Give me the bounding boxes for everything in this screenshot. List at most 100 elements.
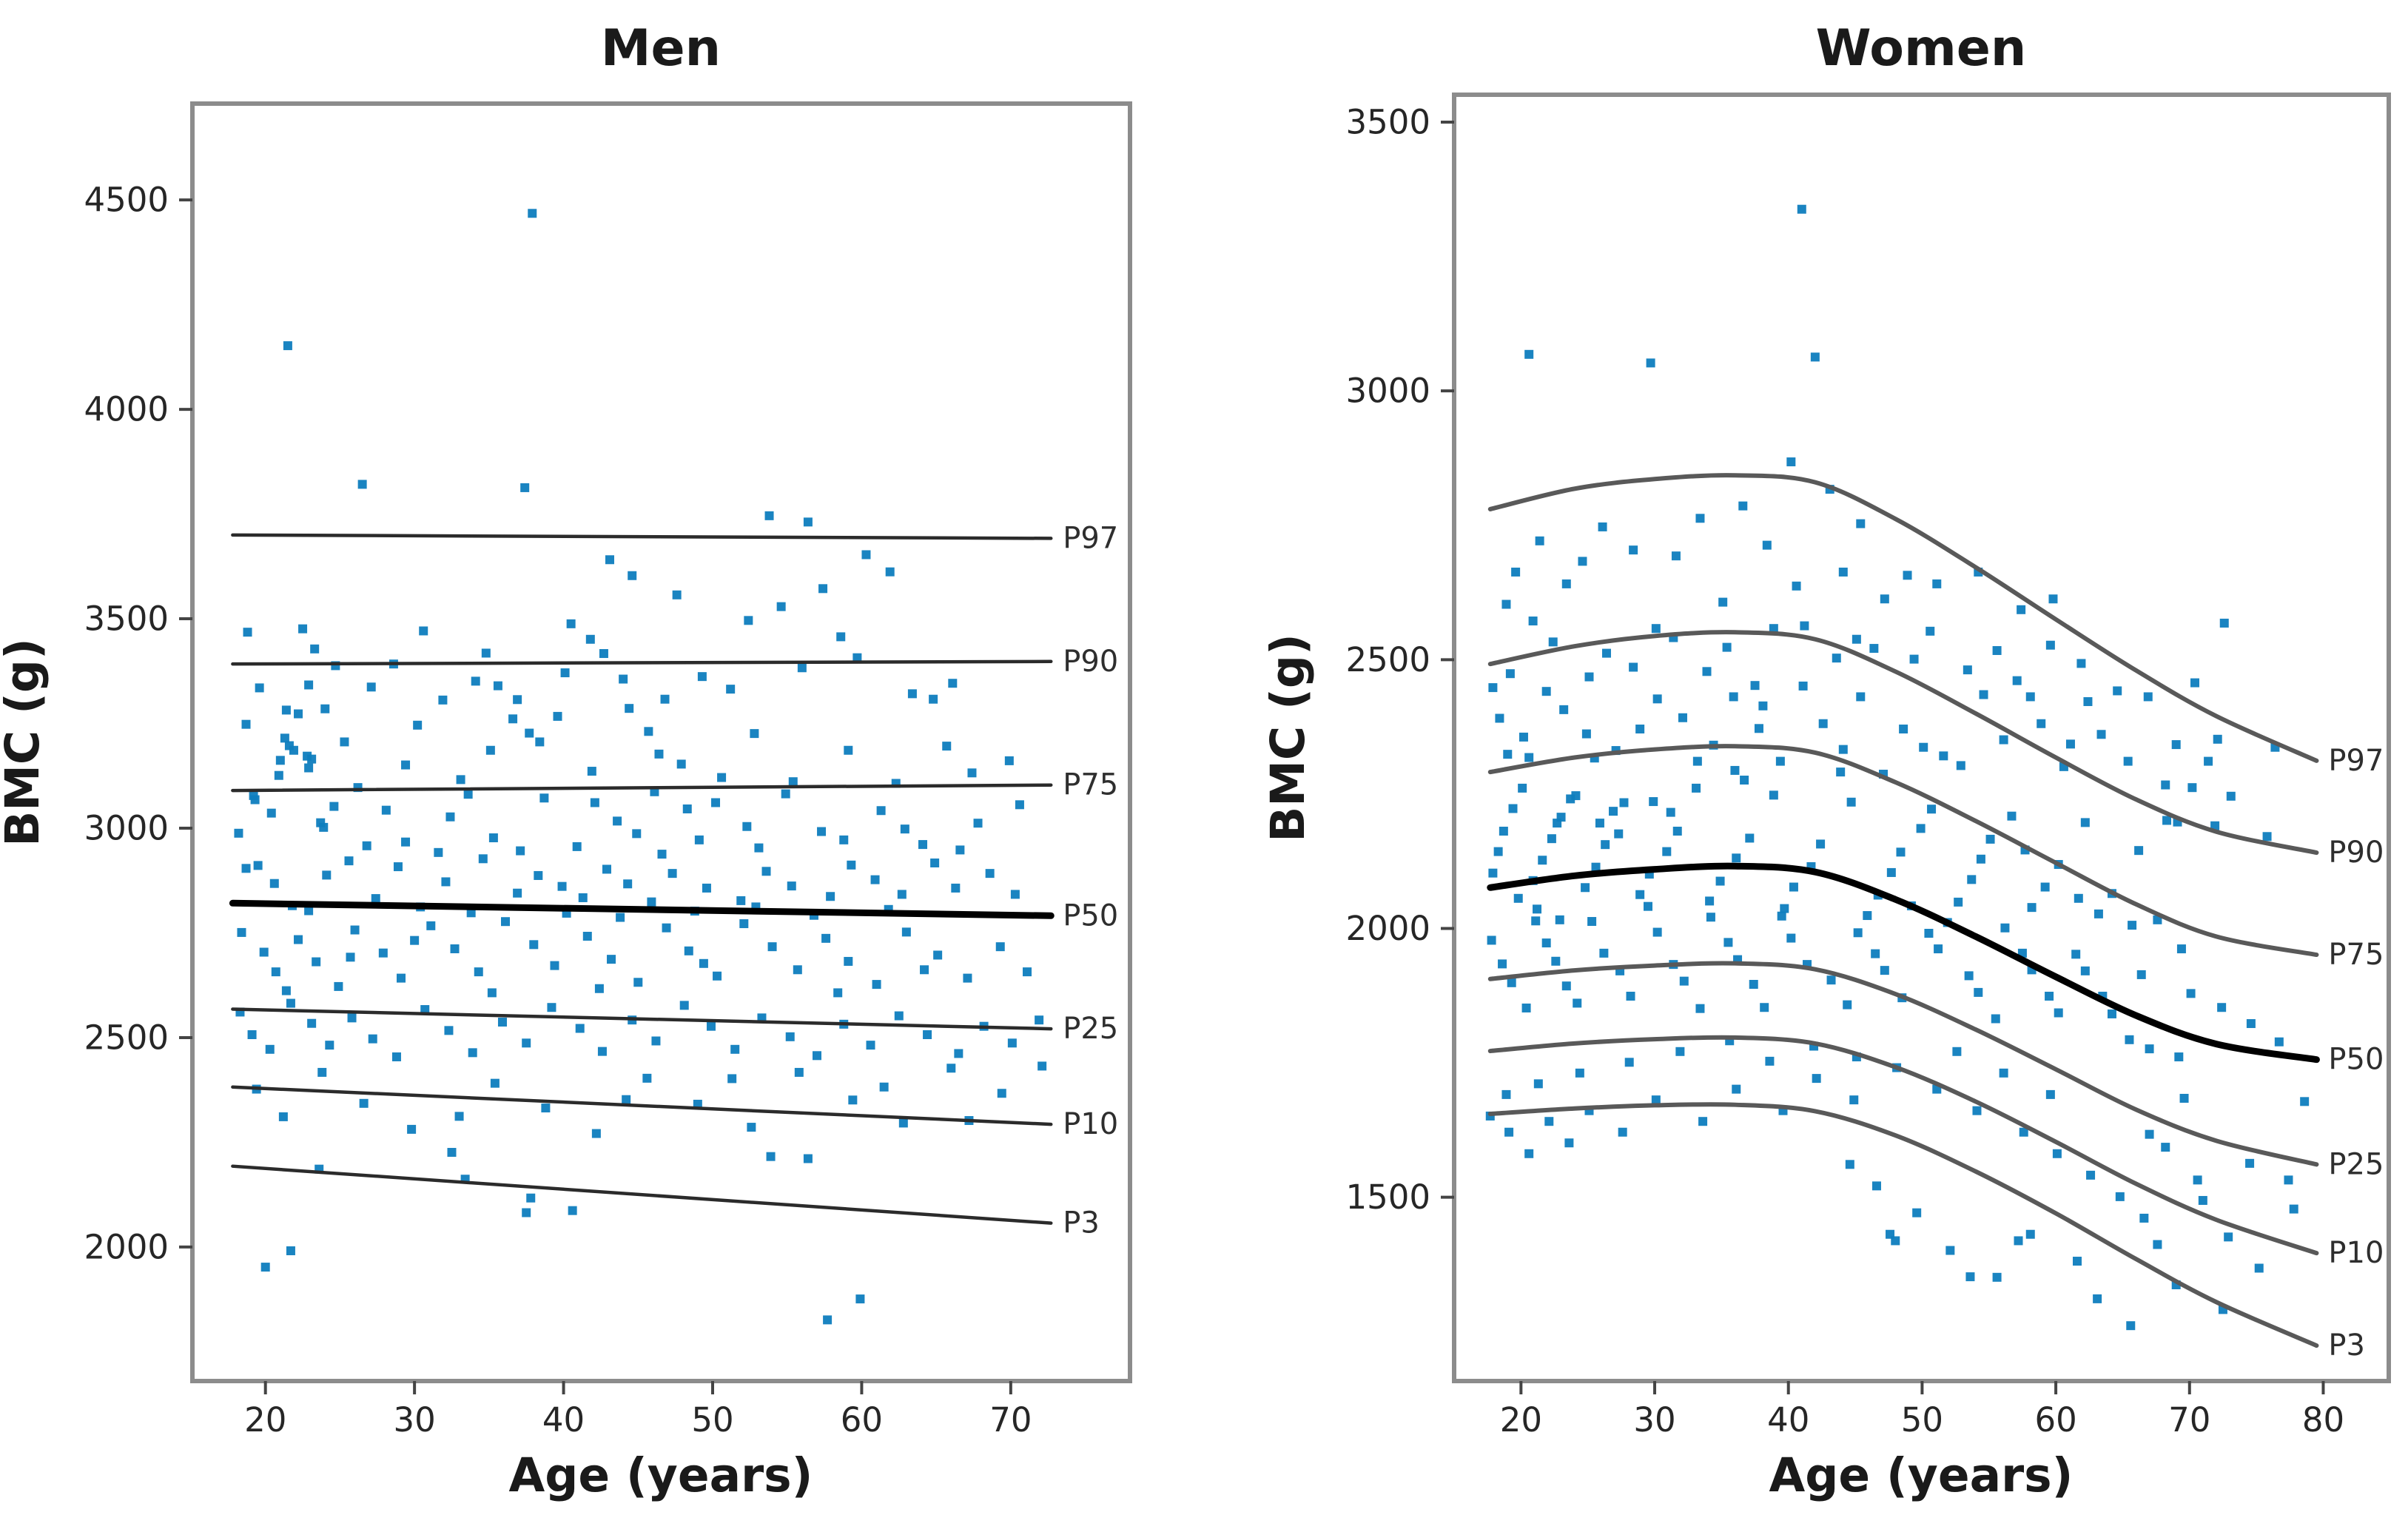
scatter-point <box>679 1001 689 1010</box>
x-tick-label: 20 <box>1500 1400 1542 1440</box>
scatter-point <box>2045 640 2055 650</box>
scatter-point <box>274 770 283 780</box>
scatter-point <box>1533 904 1542 914</box>
scatter-point <box>672 590 682 599</box>
scatter-point <box>1886 867 1896 877</box>
scatter-point <box>243 628 252 637</box>
scatter-point <box>1786 457 1796 467</box>
scatter-point <box>2048 594 2058 604</box>
scatter-point <box>529 940 539 950</box>
scatter-point <box>253 861 263 870</box>
scatter-point <box>1896 847 1906 857</box>
scatter-point <box>454 1112 464 1121</box>
scatter-point <box>2093 909 2103 918</box>
scatter-point <box>1852 634 1861 644</box>
scatter-point <box>2096 730 2106 739</box>
scatter-point <box>1849 1095 1859 1105</box>
scatter-point <box>1541 687 1551 696</box>
scatter-point <box>2019 1127 2028 1137</box>
scatter-point <box>2080 966 2090 975</box>
percentile-label-P50: P50 <box>1063 898 1118 933</box>
scatter-point <box>767 942 777 952</box>
scatter-point <box>393 862 403 872</box>
scatter-point <box>366 682 376 692</box>
scatter-point <box>682 804 692 813</box>
scatter-point <box>1702 667 1712 676</box>
scatter-point <box>307 754 317 764</box>
scatter-point <box>985 869 995 879</box>
scatter-point <box>833 988 843 998</box>
scatter-point <box>616 913 625 922</box>
scatter-point <box>2134 846 2144 856</box>
x-tick-label: 30 <box>393 1400 435 1440</box>
scatter-point <box>1624 1058 1634 1067</box>
scatter-point <box>1932 579 1942 588</box>
scatter-point <box>861 550 871 560</box>
scatter-point <box>2086 1170 2096 1180</box>
scatter-point <box>1705 896 1715 906</box>
scatter-point <box>1810 352 1820 362</box>
y-tick-label: 3500 <box>84 599 169 639</box>
scatter-point <box>602 864 611 874</box>
scatter-point <box>839 835 849 844</box>
scatter-point <box>1619 798 1629 807</box>
scatter-point <box>1760 1003 1769 1012</box>
x-tick-label: 50 <box>1901 1400 1943 1440</box>
scatter-point <box>2176 944 2186 954</box>
scatter-point <box>942 742 952 751</box>
scatter-point <box>304 763 314 773</box>
scatter-point <box>667 869 677 879</box>
scatter-point <box>1903 571 1912 580</box>
scatter-point <box>478 854 488 864</box>
scatter-point <box>946 1064 956 1073</box>
y-tick-label: 2000 <box>84 1227 169 1266</box>
scatter-point <box>2076 659 2086 668</box>
scatter-point <box>1601 840 1610 850</box>
scatter-point <box>312 957 321 967</box>
scatter-point <box>266 808 276 818</box>
scatter-point <box>2012 676 2022 685</box>
scatter-point <box>1740 776 1749 785</box>
scatter-point <box>2045 991 2054 1001</box>
scatter-point <box>2065 739 2075 749</box>
scatter-point <box>2284 1175 2293 1185</box>
scatter-point <box>1601 648 1611 658</box>
scatter-point <box>766 1152 776 1161</box>
scatter-point <box>1769 624 1778 634</box>
scatter-point <box>742 822 752 831</box>
scatter-point <box>359 1098 369 1108</box>
women-yaxis-label: BMC (g) <box>1261 634 1315 842</box>
men-xaxis-label: Age (years) <box>509 1448 813 1502</box>
scatter-point <box>747 1123 756 1132</box>
scatter-point <box>1777 911 1786 921</box>
scatter-point <box>660 694 670 704</box>
scatter-point <box>727 1074 737 1084</box>
scatter-point <box>870 875 880 884</box>
scatter-point <box>2000 923 2010 933</box>
y-tick-label: 3500 <box>1345 103 1430 142</box>
scatter-point <box>578 893 588 902</box>
scatter-point <box>894 1011 904 1021</box>
scatter-point <box>557 881 567 891</box>
scatter-point <box>2262 832 2272 842</box>
scatter-point <box>269 879 279 888</box>
scatter-point <box>1678 713 1687 722</box>
scatter-point <box>628 571 637 580</box>
scatter-point <box>823 1315 833 1325</box>
scatter-point <box>2300 1097 2310 1106</box>
scatter-point <box>826 892 835 901</box>
scatter-point <box>539 793 549 803</box>
scatter-point <box>1004 756 1014 765</box>
scatter-point <box>1912 1208 1922 1217</box>
scatter-point <box>582 932 592 941</box>
scatter-point <box>1679 976 1689 986</box>
scatter-point <box>2254 1263 2264 1273</box>
scatter-point <box>320 704 330 713</box>
scatter-point <box>597 1047 607 1056</box>
scatter-point <box>1652 927 1662 937</box>
scatter-point <box>1524 1149 1534 1158</box>
scatter-point <box>900 824 909 834</box>
scatter-point <box>466 908 476 918</box>
women-title: Women <box>1816 19 2027 78</box>
